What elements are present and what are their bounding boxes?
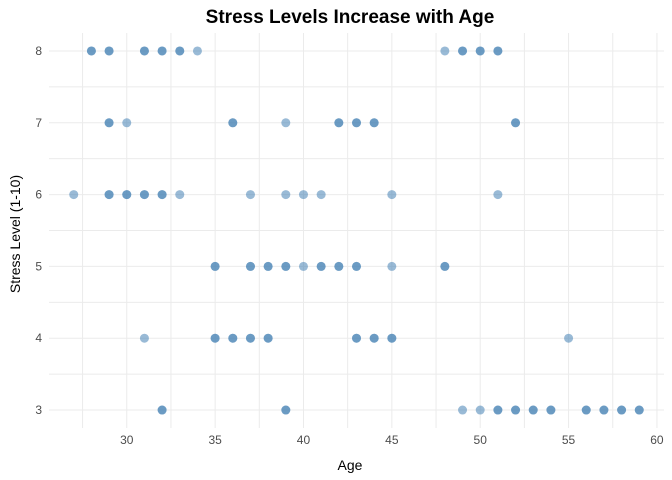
- data-point: [352, 333, 361, 343]
- data-point: [245, 333, 255, 343]
- data-point: [281, 118, 291, 128]
- data-point: [511, 405, 521, 415]
- x-tick-label: 35: [208, 433, 222, 447]
- x-tick-label: 60: [650, 433, 664, 447]
- data-point: [511, 118, 521, 128]
- data-point: [440, 261, 450, 271]
- y-tick-label: 6: [35, 188, 42, 202]
- data-point: [157, 46, 167, 56]
- data-point: [334, 118, 344, 128]
- x-tick-label: 45: [385, 433, 399, 447]
- data-point: [210, 261, 220, 271]
- data-point: [245, 190, 255, 200]
- y-tick-label: 7: [35, 116, 42, 130]
- data-point: [175, 46, 185, 56]
- data-point: [210, 333, 220, 343]
- data-point: [493, 405, 503, 415]
- data-point: [104, 118, 114, 128]
- data-point: [122, 190, 132, 200]
- x-axis-ticks: 30 35 40 45 50 55 60: [120, 433, 664, 447]
- data-point: [475, 405, 485, 415]
- data-point: [104, 46, 114, 56]
- y-tick-label: 4: [35, 331, 42, 345]
- y-tick-label: 5: [35, 259, 42, 273]
- data-point: [334, 261, 344, 271]
- data-point: [298, 261, 308, 271]
- data-point: [352, 118, 361, 128]
- data-point: [387, 190, 397, 200]
- data-point: [139, 333, 149, 343]
- data-point: [599, 405, 609, 415]
- data-point: [387, 261, 397, 271]
- data-point: [122, 118, 132, 128]
- y-axis-ticks: 3 4 5 6 7 8: [35, 44, 42, 417]
- data-point: [139, 190, 149, 200]
- data-point: [86, 46, 96, 56]
- data-point: [493, 46, 503, 56]
- x-tick-label: 40: [297, 433, 311, 447]
- data-point: [564, 333, 574, 343]
- data-point: [298, 190, 308, 200]
- data-point: [528, 405, 538, 415]
- x-tick-label: 30: [120, 433, 134, 447]
- data-point: [369, 118, 379, 128]
- data-point: [387, 333, 397, 343]
- data-point: [458, 405, 468, 415]
- data-point: [228, 118, 238, 128]
- data-point: [263, 261, 273, 271]
- data-points: [69, 46, 644, 415]
- data-point: [157, 190, 167, 200]
- data-point: [104, 190, 114, 200]
- data-point: [175, 190, 185, 200]
- data-point: [245, 261, 255, 271]
- data-point: [493, 190, 503, 200]
- data-point: [281, 190, 291, 200]
- data-point: [546, 405, 556, 415]
- data-point: [617, 405, 627, 415]
- data-point: [316, 261, 326, 271]
- data-point: [263, 333, 273, 343]
- data-point: [634, 405, 644, 415]
- data-point: [581, 405, 591, 415]
- data-point: [316, 190, 326, 200]
- x-axis-title: Age: [338, 457, 363, 473]
- x-tick-label: 55: [562, 433, 576, 447]
- data-point: [228, 333, 238, 343]
- data-point: [281, 405, 291, 415]
- y-axis-title: Stress Level (1-10): [7, 175, 23, 293]
- grid: [49, 33, 664, 428]
- data-point: [157, 405, 167, 415]
- data-point: [458, 46, 468, 56]
- data-point: [69, 190, 79, 200]
- y-tick-label: 8: [35, 44, 42, 58]
- data-point: [475, 46, 485, 56]
- y-tick-label: 3: [35, 403, 42, 417]
- data-point: [352, 261, 361, 271]
- data-point: [440, 46, 450, 56]
- data-point: [192, 46, 202, 56]
- x-tick-label: 50: [474, 433, 488, 447]
- data-point: [139, 46, 149, 56]
- chart-title: Stress Levels Increase with Age: [206, 7, 495, 28]
- data-point: [369, 333, 379, 343]
- data-point: [281, 261, 291, 271]
